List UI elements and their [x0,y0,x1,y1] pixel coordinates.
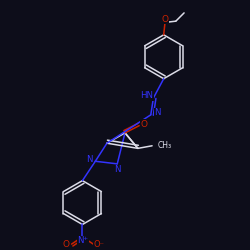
Text: N: N [114,165,120,174]
Text: HN: HN [140,92,153,100]
Text: O⁻: O⁻ [94,240,104,249]
Text: O: O [140,120,147,129]
Text: N⁺: N⁺ [78,236,88,245]
Text: N: N [154,108,160,117]
Text: N: N [86,155,93,164]
Text: CH₃: CH₃ [157,141,172,150]
Text: O: O [162,15,168,24]
Text: O: O [63,240,70,249]
